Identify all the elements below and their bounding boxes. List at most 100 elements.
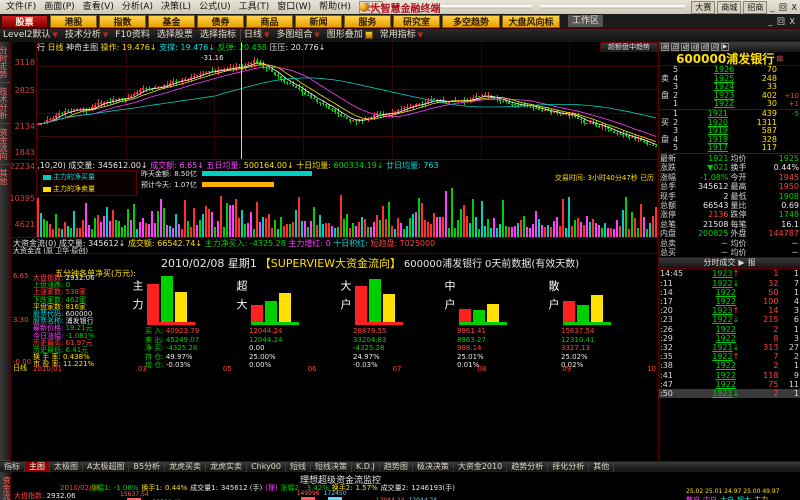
workspace-button[interactable]: 工作区 — [568, 15, 604, 27]
tick-row[interactable]: :23 1922↓ 215 6 — [659, 315, 800, 324]
toolbar2-technical-analysis[interactable]: 技术分析 ▼ — [64, 30, 109, 40]
bottom-tab-10[interactable]: K.D.J — [352, 461, 380, 472]
toolbar-button-commodity[interactable]: 商品 — [246, 14, 293, 28]
toolbar2-overlay[interactable]: 图形叠加 — [324, 29, 376, 41]
menu-item-window[interactable]: 窗口(W) — [277, 2, 312, 12]
play-forward-icon[interactable]: ▶ — [738, 258, 745, 268]
dashboard-group-0[interactable]: 主 力买 入: 40923.79 卖 出: 45249.07 净 买: -4325.… — [129, 272, 233, 372]
dashboard-group-3[interactable]: 中 户 9961.41 8963.27 998.14 25.01% 0.01% — [441, 272, 545, 372]
toolbar2-period[interactable]: 日线 ▼ — [239, 29, 272, 41]
tick-row[interactable]: :50 1921↓ 2 1 — [659, 389, 800, 399]
bottom-tab-16[interactable]: 其他 — [589, 461, 615, 472]
bottom-tab-12[interactable]: 极决决策 — [413, 461, 454, 472]
volume-chart-pane[interactable]: VOL(5,10,20) 成交量: 345612.00↓ 成交额: 6.65↓ … — [11, 160, 658, 238]
toolbar2-multichart[interactable]: 多图组合 ▼ — [276, 30, 320, 40]
order-book-row[interactable]: 3 1924 33 — [659, 83, 800, 92]
broker-button[interactable]: 招商 — [743, 0, 768, 14]
tick-list[interactable]: 14:45 1923↑ 1 1:11 1922↓ 32 7:14 1922 50 1:17 1922… — [659, 269, 800, 399]
menu-item-analysis[interactable]: 分析(A) — [121, 2, 154, 12]
edit-icon[interactable]: 修 — [701, 42, 709, 51]
vtab-technical[interactable]: 技术分析 — [0, 83, 10, 124]
order-book-row[interactable]: 卖 4 1925 248 — [659, 74, 800, 84]
tick-row[interactable]: :20 1923↑ 14 3 — [659, 306, 800, 315]
fund-monitor-area[interactable]: 资金流向 其他 理想超级资金流监控 涨幅1: -1.08% 换手1: 0.44%… — [0, 472, 800, 500]
bottom-tab-14[interactable]: 趋势分析 — [507, 461, 549, 472]
toolbar-button-research[interactable]: 研究室 — [393, 14, 440, 28]
superview-dashboard[interactable]: 2010/02/08 星期1 【SUPERVIEW大资金流向】 600000浦发… — [11, 254, 658, 373]
vtab-intraday[interactable]: 分时走势 — [0, 42, 10, 83]
contest-button[interactable]: 大赛 — [691, 0, 716, 14]
order-book-row[interactable]: 1 1921 439 -5 — [659, 109, 800, 119]
tick-row[interactable]: :41 1922 118 9 — [659, 371, 800, 380]
bottom-tab-0[interactable]: 指标 — [0, 461, 25, 472]
bottom-tab-7[interactable]: Chky00 — [247, 461, 286, 472]
order-book-row[interactable]: 5 1926 70 — [659, 65, 800, 75]
bottom-tab-13[interactable]: 大资金2010 — [454, 461, 508, 472]
toolbar2-f10-info[interactable]: F10资料 — [115, 30, 150, 40]
order-book-row[interactable]: 盘 2 1923 402 +10 — [659, 91, 800, 101]
superview-trend-button[interactable]: 超额盘中趋势 — [600, 42, 658, 52]
toolbar-button-hkstock[interactable]: 港股 — [50, 14, 97, 28]
toolbar2-common-indicator[interactable]: 常用指标 ▼ — [379, 30, 424, 40]
order-book[interactable]: 5 1926 70 卖 4 1925 248 3 1924 33 盘 2 1923 402 +10 1 1922… — [659, 65, 800, 153]
chevron-down-icon[interactable]: ▼ — [102, 31, 109, 39]
toolbar2-select-indicator[interactable]: 选择指标 — [199, 30, 236, 40]
close-icon[interactable]: ⊠ — [776, 54, 783, 63]
vtab-other[interactable]: 其他 — [0, 165, 10, 461]
toolbar-window-controls[interactable]: _ 回 X — [768, 16, 796, 26]
play-icon[interactable]: ▶ — [721, 42, 729, 51]
line-icon[interactable]: 线 — [691, 42, 699, 51]
order-book-row[interactable]: 5 1917 117 — [659, 144, 800, 153]
grid-icon[interactable]: 田 — [671, 42, 679, 51]
tick-row[interactable]: :17 1922 100 4 — [659, 297, 800, 306]
toolbar-button-service[interactable]: 服务 — [344, 14, 391, 28]
vtab-monitor-1[interactable]: 资金流向 — [0, 472, 13, 500]
toolbar-button-trend[interactable]: 多空趋势 — [442, 14, 500, 28]
chevron-down-icon[interactable]: ▼ — [417, 31, 424, 39]
tick-row[interactable]: :29 1922 8 3 — [659, 334, 800, 343]
vtab-fundflow[interactable]: 资金流向 — [0, 124, 10, 165]
order-book-row[interactable]: 盘 4 1918 328 — [659, 135, 800, 145]
toolbar-button-bond[interactable]: 债券 — [197, 14, 244, 28]
toolbar2-level2-default[interactable]: Level2默认 ▼ — [3, 30, 58, 40]
chevron-down-icon[interactable]: ▼ — [314, 31, 320, 39]
volume-plot[interactable] — [37, 160, 658, 237]
tick-row[interactable]: :38 1922 2 1 — [659, 361, 800, 370]
tick-row[interactable]: :26 1922 2 1 — [659, 325, 800, 334]
tick-row[interactable]: 14:45 1923↑ 1 1 — [659, 269, 800, 278]
tick-row[interactable]: :35 1922↑ 7 2 — [659, 352, 800, 361]
menu-item-tools[interactable]: 工具(T) — [238, 2, 270, 12]
tick-row[interactable]: :32 1921↓ 313 27 — [659, 343, 800, 352]
dashboard-group-4[interactable]: 散 户 15637.54 12310.41 3327.13 25.02% 0.02% — [545, 272, 649, 372]
menu-item-view[interactable]: 查看(V) — [82, 2, 114, 12]
menu-item-help[interactable]: 帮助(H) — [319, 2, 351, 12]
window-controls[interactable]: _ 回 X — [770, 2, 798, 12]
mall-button[interactable]: 商城 — [717, 0, 742, 14]
bottom-tab-1[interactable]: 主图 — [25, 461, 50, 472]
dashboard-group-2[interactable]: 大 户 28879.55 33204.83 -4325.28 24.97% -0.03% — [337, 272, 441, 372]
toolbar-button-marketvane[interactable]: 大盘风向标 — [502, 14, 560, 28]
toolbar-button-news[interactable]: 新闻 — [295, 14, 342, 28]
bottom-tab-6[interactable]: 龙虎实卖 — [206, 461, 248, 472]
menu-item-decision[interactable]: 决策(L) — [161, 2, 192, 12]
chevron-down-icon[interactable]: ▼ — [263, 31, 270, 39]
order-book-row[interactable]: 3 1919 587 — [659, 127, 800, 136]
toolbar-button-stock[interactable]: 股票 — [1, 14, 48, 28]
bottom-tab-3[interactable]: A太极超图 — [83, 461, 130, 472]
toolbar2-select-stock[interactable]: 选择股票 — [156, 30, 193, 40]
bottom-tab-8[interactable]: 短线 — [286, 461, 311, 472]
account-icon[interactable]: 账 — [661, 42, 669, 51]
price-plot[interactable] — [37, 42, 658, 159]
toolbar-button-index[interactable]: 指数 — [99, 14, 146, 28]
bottom-tab-2[interactable]: 太极图 — [50, 461, 83, 472]
收-icon[interactable]: 收 — [681, 42, 689, 51]
tick-row[interactable]: :14 1922 50 1 — [659, 288, 800, 297]
menu-item-screen[interactable]: 画面(P) — [44, 2, 75, 12]
menu-item-file[interactable]: 文件(F) — [6, 2, 37, 12]
back-icon[interactable]: 回 — [711, 42, 719, 51]
tick-list-header[interactable]: 分时成交 ▶ 报 — [659, 257, 800, 270]
order-book-row[interactable]: 买 2 1920 1311 — [659, 118, 800, 128]
bottom-tab-4[interactable]: B5分析 — [129, 461, 166, 472]
menu-item-formula[interactable]: 公式(U) — [199, 2, 231, 12]
bottom-tab-5[interactable]: 龙虎买卖 — [165, 461, 207, 472]
